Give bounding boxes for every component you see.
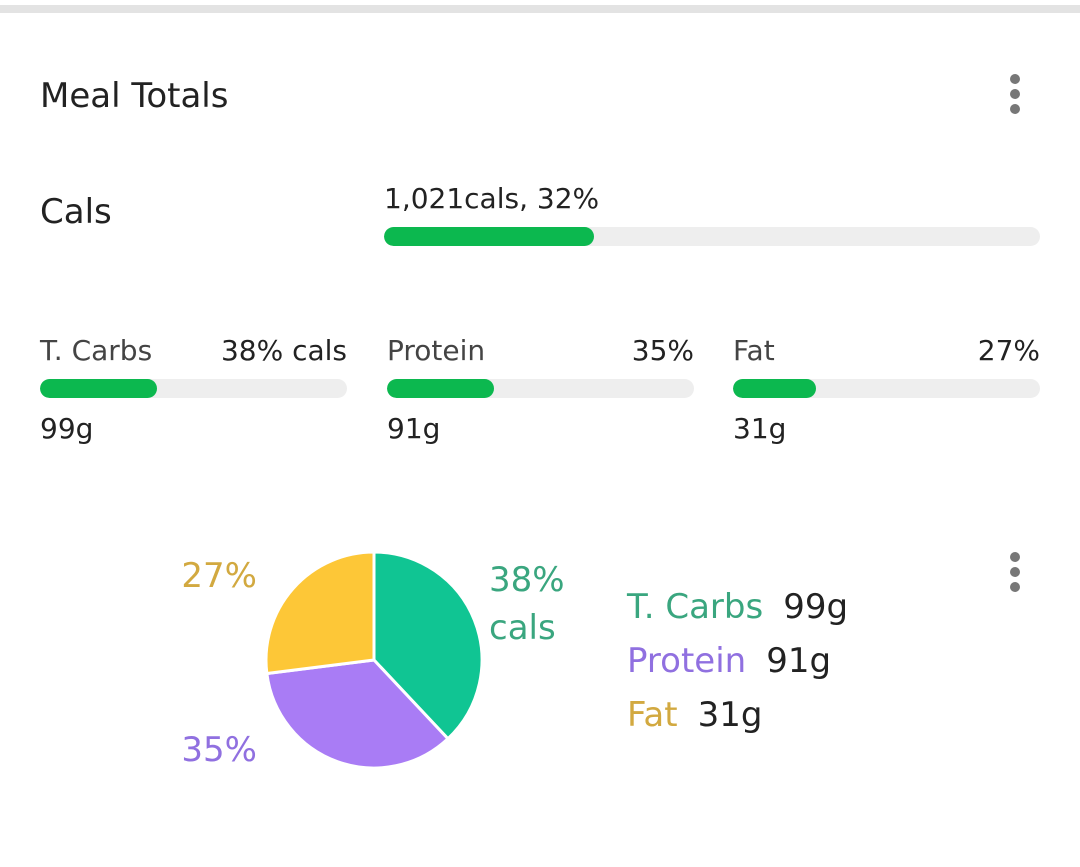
legend-entry: T. Carbs 99g [627,587,848,627]
pie-slice [265,658,451,770]
macro-track [40,379,347,398]
legend-grams: 99g [783,587,849,627]
cals-label: Cals [40,192,112,232]
cals-summary: 1,021cals, 32% [384,182,600,215]
macro-progress [387,379,495,398]
cals-track [384,227,1040,246]
chart-menu-button[interactable] [1010,552,1020,597]
macro-progress [733,379,816,398]
macro-name: Fat [733,334,775,367]
menu-button[interactable] [1010,74,1020,119]
legend-grams: 31g [697,695,763,735]
pie-slice [372,550,484,741]
macro-track [387,379,694,398]
macro-name: Protein [387,334,486,367]
macro-grams: 91g [387,412,441,445]
macro-progress [40,379,157,398]
legend-grams: 91g [766,641,832,681]
legend-name: T. Carbs [627,587,764,627]
pie-slice [264,550,376,676]
macro-percent: 35% [631,334,694,367]
macro-percent: 27% [977,334,1040,367]
macro-track [733,379,1040,398]
legend-name: Fat [627,695,678,735]
top-divider [0,5,1080,13]
macro-name: T. Carbs [40,334,153,367]
legend-name: Protein [627,641,747,681]
macro-grams: 99g [40,412,94,445]
legend-entry: Fat 31g [627,695,762,735]
cals-progress [384,227,594,246]
card-title: Meal Totals [40,76,229,116]
pie-label: 35% [181,730,257,770]
pie-label: 27% [181,556,257,596]
legend-entry: Protein 91g [627,641,831,681]
macro-grams: 31g [733,412,787,445]
pie-label: 38% cals [489,560,565,648]
macro-percent: 38% cals [220,334,347,367]
